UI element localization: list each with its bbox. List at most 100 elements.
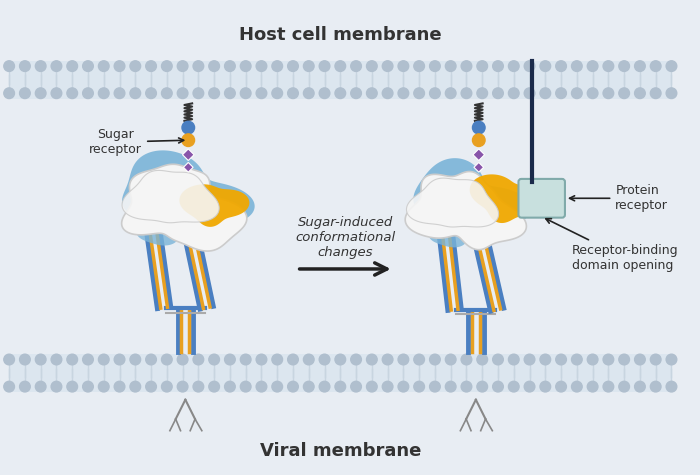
Circle shape xyxy=(382,61,393,71)
Circle shape xyxy=(635,88,645,98)
Polygon shape xyxy=(407,178,498,227)
Circle shape xyxy=(51,381,62,392)
Circle shape xyxy=(162,61,172,71)
Circle shape xyxy=(603,61,614,71)
Circle shape xyxy=(177,61,188,71)
Circle shape xyxy=(177,88,188,98)
Circle shape xyxy=(114,381,125,392)
Circle shape xyxy=(240,88,251,98)
Circle shape xyxy=(367,354,377,365)
Text: Protein
receptor: Protein receptor xyxy=(570,184,668,212)
Circle shape xyxy=(587,381,598,392)
Circle shape xyxy=(445,88,456,98)
Circle shape xyxy=(351,354,361,365)
Polygon shape xyxy=(122,151,255,238)
Bar xyxy=(9,354,671,392)
Circle shape xyxy=(272,61,283,71)
Circle shape xyxy=(209,88,220,98)
Circle shape xyxy=(240,61,251,71)
Circle shape xyxy=(83,354,93,365)
Circle shape xyxy=(303,61,314,71)
Circle shape xyxy=(493,88,503,98)
Circle shape xyxy=(382,354,393,365)
Circle shape xyxy=(240,354,251,365)
Circle shape xyxy=(335,381,346,392)
Circle shape xyxy=(272,354,283,365)
Circle shape xyxy=(209,61,220,71)
Circle shape xyxy=(430,354,440,365)
Circle shape xyxy=(414,354,424,365)
Circle shape xyxy=(619,354,629,365)
Circle shape xyxy=(146,381,156,392)
Circle shape xyxy=(571,88,582,98)
Circle shape xyxy=(556,61,566,71)
Circle shape xyxy=(524,381,535,392)
Circle shape xyxy=(182,121,195,134)
Circle shape xyxy=(4,354,15,365)
Circle shape xyxy=(635,354,645,365)
Circle shape xyxy=(603,381,614,392)
Circle shape xyxy=(4,61,15,71)
Circle shape xyxy=(367,88,377,98)
Polygon shape xyxy=(122,171,219,223)
Circle shape xyxy=(99,381,109,392)
Circle shape xyxy=(540,61,551,71)
Circle shape xyxy=(603,88,614,98)
Circle shape xyxy=(571,61,582,71)
Circle shape xyxy=(162,88,172,98)
Text: Sugar-induced
conformational
changes: Sugar-induced conformational changes xyxy=(295,216,395,259)
Circle shape xyxy=(83,61,93,71)
Circle shape xyxy=(99,88,109,98)
Circle shape xyxy=(473,134,485,146)
Circle shape xyxy=(477,61,487,71)
Circle shape xyxy=(51,61,62,71)
Circle shape xyxy=(414,61,424,71)
Circle shape xyxy=(130,354,141,365)
Circle shape xyxy=(382,88,393,98)
Circle shape xyxy=(461,61,472,71)
Circle shape xyxy=(20,88,30,98)
Circle shape xyxy=(130,381,141,392)
Circle shape xyxy=(272,88,283,98)
Text: Viral membrane: Viral membrane xyxy=(260,442,421,460)
Circle shape xyxy=(182,134,195,146)
Text: Receptor-binding
domain opening: Receptor-binding domain opening xyxy=(546,218,678,272)
Circle shape xyxy=(508,354,519,365)
Circle shape xyxy=(556,88,566,98)
Circle shape xyxy=(445,381,456,392)
FancyBboxPatch shape xyxy=(519,179,565,218)
Circle shape xyxy=(288,88,298,98)
Circle shape xyxy=(508,88,519,98)
Circle shape xyxy=(225,61,235,71)
Polygon shape xyxy=(474,162,484,172)
Circle shape xyxy=(335,61,346,71)
Circle shape xyxy=(225,88,235,98)
Circle shape xyxy=(461,354,472,365)
Circle shape xyxy=(99,61,109,71)
Circle shape xyxy=(635,381,645,392)
Circle shape xyxy=(256,354,267,365)
Circle shape xyxy=(67,354,78,365)
Circle shape xyxy=(4,381,15,392)
Circle shape xyxy=(193,354,204,365)
Circle shape xyxy=(256,61,267,71)
Circle shape xyxy=(493,354,503,365)
Circle shape xyxy=(461,381,472,392)
Circle shape xyxy=(288,381,298,392)
Circle shape xyxy=(256,88,267,98)
Circle shape xyxy=(493,381,503,392)
Circle shape xyxy=(303,354,314,365)
Circle shape xyxy=(351,88,361,98)
Circle shape xyxy=(240,381,251,392)
Circle shape xyxy=(477,88,487,98)
Circle shape xyxy=(398,381,409,392)
Circle shape xyxy=(67,61,78,71)
Circle shape xyxy=(319,88,330,98)
Circle shape xyxy=(67,88,78,98)
Circle shape xyxy=(666,354,677,365)
Circle shape xyxy=(303,381,314,392)
Circle shape xyxy=(430,61,440,71)
Circle shape xyxy=(571,381,582,392)
Circle shape xyxy=(83,88,93,98)
Circle shape xyxy=(398,61,409,71)
